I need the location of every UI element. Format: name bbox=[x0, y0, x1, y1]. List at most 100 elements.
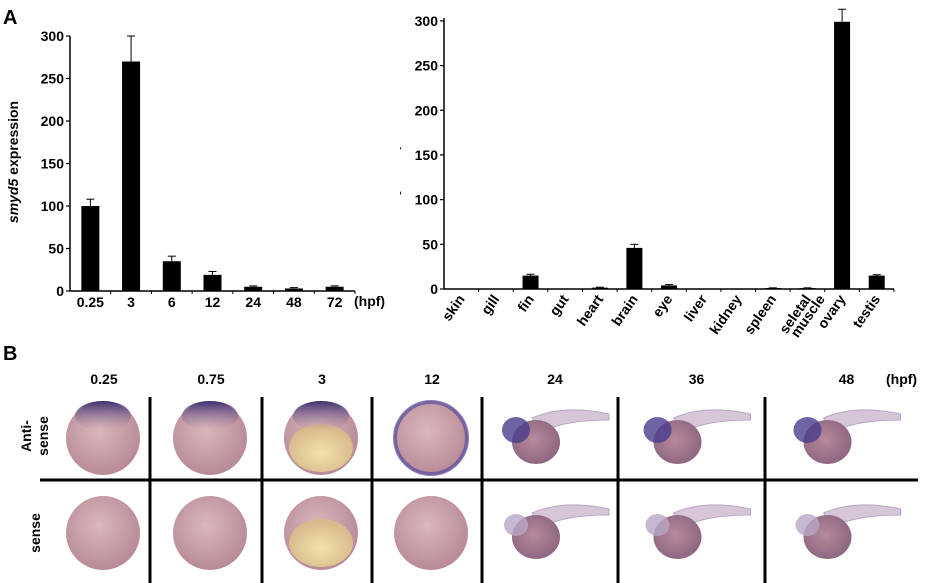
embryo-head bbox=[795, 514, 820, 536]
chart-c-bar bbox=[868, 275, 885, 289]
chart-c-bar bbox=[522, 275, 539, 289]
chart-c-bar bbox=[695, 288, 712, 290]
chart-a-y-tick-label: 50 bbox=[48, 241, 64, 257]
embryo-antisense-3 bbox=[284, 401, 358, 475]
embryo-sense-36 bbox=[645, 504, 751, 559]
chart-c-bar bbox=[557, 288, 574, 290]
chart-a-y-tick-label: 300 bbox=[41, 28, 65, 44]
panel-b-letter: B bbox=[3, 343, 17, 365]
embryo-stain bbox=[502, 417, 530, 443]
embryo-body bbox=[394, 496, 468, 570]
chart-c-bar bbox=[487, 288, 504, 290]
chart-c-x-tick-label: eye bbox=[649, 291, 676, 319]
chart-c-bar bbox=[661, 285, 677, 289]
embryo-head bbox=[645, 514, 670, 536]
embryo-stain bbox=[182, 401, 238, 431]
embryo-antisense-24 bbox=[502, 409, 610, 464]
chart-c-x-tick-label: brain bbox=[608, 292, 641, 329]
chart-c-bar bbox=[626, 247, 643, 289]
stage-label: 0.25 bbox=[90, 371, 117, 387]
stage-label: 48 bbox=[839, 371, 855, 387]
embryo-antisense-0.75 bbox=[173, 401, 247, 475]
chart-a-x-tick-label: 72 bbox=[327, 294, 343, 310]
embryo-antisense-48 bbox=[793, 409, 901, 464]
chart-c-bar bbox=[764, 288, 781, 290]
chart-c-bar bbox=[730, 288, 747, 290]
chart-a-y-tick-label: 200 bbox=[41, 113, 65, 129]
embryo-body bbox=[394, 401, 468, 475]
embryo-sense-0.25 bbox=[66, 496, 140, 570]
embryo-sense-48 bbox=[795, 504, 901, 559]
chart-c-y-tick-label: 0 bbox=[430, 281, 438, 297]
embryo-stain bbox=[393, 400, 469, 476]
embryo-yolk bbox=[289, 424, 353, 472]
chart-a-x-tick-label: 12 bbox=[205, 294, 221, 310]
stage-label: 12 bbox=[424, 371, 440, 387]
embryo-sense-3 bbox=[284, 496, 358, 570]
chart-c-x-tick-label: kidney bbox=[706, 291, 745, 337]
chart-c-y-tick-label: 300 bbox=[415, 13, 439, 29]
chart-c-x-tick-label: fin bbox=[514, 292, 537, 315]
embryo-sense-0.75 bbox=[173, 496, 247, 570]
chart-c-bar bbox=[591, 287, 608, 289]
chart-c: C smyd5 expression 050100150200250300ski… bbox=[400, 8, 895, 340]
embryo-antisense-36 bbox=[643, 409, 751, 464]
stage-label: 0.75 bbox=[197, 371, 224, 387]
chart-c-y-tick-label: 100 bbox=[415, 192, 439, 208]
chart-a-bar bbox=[162, 261, 181, 291]
embryo-stain bbox=[75, 401, 131, 431]
embryo-sense-24 bbox=[504, 504, 610, 559]
stage-label: 3 bbox=[318, 371, 326, 387]
chart-c-x-tick-label: gill bbox=[478, 292, 503, 318]
chart-a-x-tick-label: 48 bbox=[286, 294, 302, 310]
embryo-antisense-0.25 bbox=[66, 401, 140, 475]
embryo-head bbox=[504, 514, 528, 536]
chart-a-bar bbox=[203, 274, 222, 291]
chart-c-y-tick-label: 250 bbox=[415, 58, 439, 74]
chart-c-y-axis-label: smyd5 expression bbox=[400, 92, 401, 214]
embryo-body bbox=[66, 496, 140, 570]
chart-a: A smyd5 expression (hpf) 0 50 100 150 200 250… bbox=[3, 7, 385, 310]
row-label-sense: sense bbox=[27, 513, 43, 553]
chart-a-y-axis-label: smyd5 expression bbox=[5, 101, 21, 223]
chart-a-y-tick-label: 0 bbox=[56, 283, 64, 299]
chart-a-x-tick-label: 24 bbox=[245, 294, 261, 310]
stage-label: 24 bbox=[547, 371, 563, 387]
chart-a-y-tick-label: 250 bbox=[41, 71, 65, 87]
chart-c-x-tick-label: testis bbox=[849, 291, 883, 330]
embryo-stain bbox=[643, 417, 672, 443]
chart-a-y-tick-label: 100 bbox=[41, 198, 65, 214]
chart-c-y-tick-label: 50 bbox=[422, 236, 438, 252]
chart-c-bar bbox=[453, 288, 470, 290]
embryo-sense-12 bbox=[394, 496, 468, 570]
chart-c-x-tick-label: gut bbox=[546, 291, 572, 318]
chart-a-x-tick-label: 3 bbox=[127, 294, 135, 310]
panel-a-letter: A bbox=[3, 7, 17, 29]
chart-c-x-tick-label: spleen bbox=[741, 292, 780, 338]
chart-c-bar bbox=[834, 21, 851, 290]
chart-a-y-tick-label: 150 bbox=[41, 156, 65, 172]
chart-a-bar bbox=[122, 61, 141, 291]
embryo-stain bbox=[293, 401, 349, 431]
chart-c-y-tick-label: 200 bbox=[415, 102, 439, 118]
row-label-antisense: Anti-sense bbox=[18, 416, 51, 456]
embryo-stain bbox=[793, 417, 822, 443]
chart-c-bar bbox=[799, 288, 816, 290]
embryo-body bbox=[173, 496, 247, 570]
chart-a-bar bbox=[81, 206, 100, 291]
chart-a-bar bbox=[284, 288, 303, 291]
stage-label: 36 bbox=[689, 371, 705, 387]
panel-b-unit: (hpf) bbox=[886, 371, 917, 387]
embryo-yolk bbox=[289, 519, 353, 567]
chart-a-x-tick-label: 6 bbox=[168, 294, 176, 310]
chart-c-y-tick-label: 150 bbox=[415, 147, 439, 163]
embryo-antisense-12 bbox=[393, 400, 469, 476]
chart-a-x-unit: (hpf) bbox=[354, 293, 385, 309]
panel-b-in-situ-grid: B (hpf) Anti-sense sense 0.25 0.75 3 12 24 36… bbox=[3, 343, 918, 583]
chart-a-bar bbox=[244, 286, 263, 291]
chart-c-x-tick-label: skin bbox=[439, 292, 468, 324]
chart-c-x-tick-label: liver bbox=[680, 291, 710, 324]
chart-a-x-tick-label: 0.25 bbox=[77, 294, 104, 310]
chart-a-bar bbox=[325, 286, 344, 291]
chart-c-x-tick-label: heart bbox=[573, 291, 606, 328]
